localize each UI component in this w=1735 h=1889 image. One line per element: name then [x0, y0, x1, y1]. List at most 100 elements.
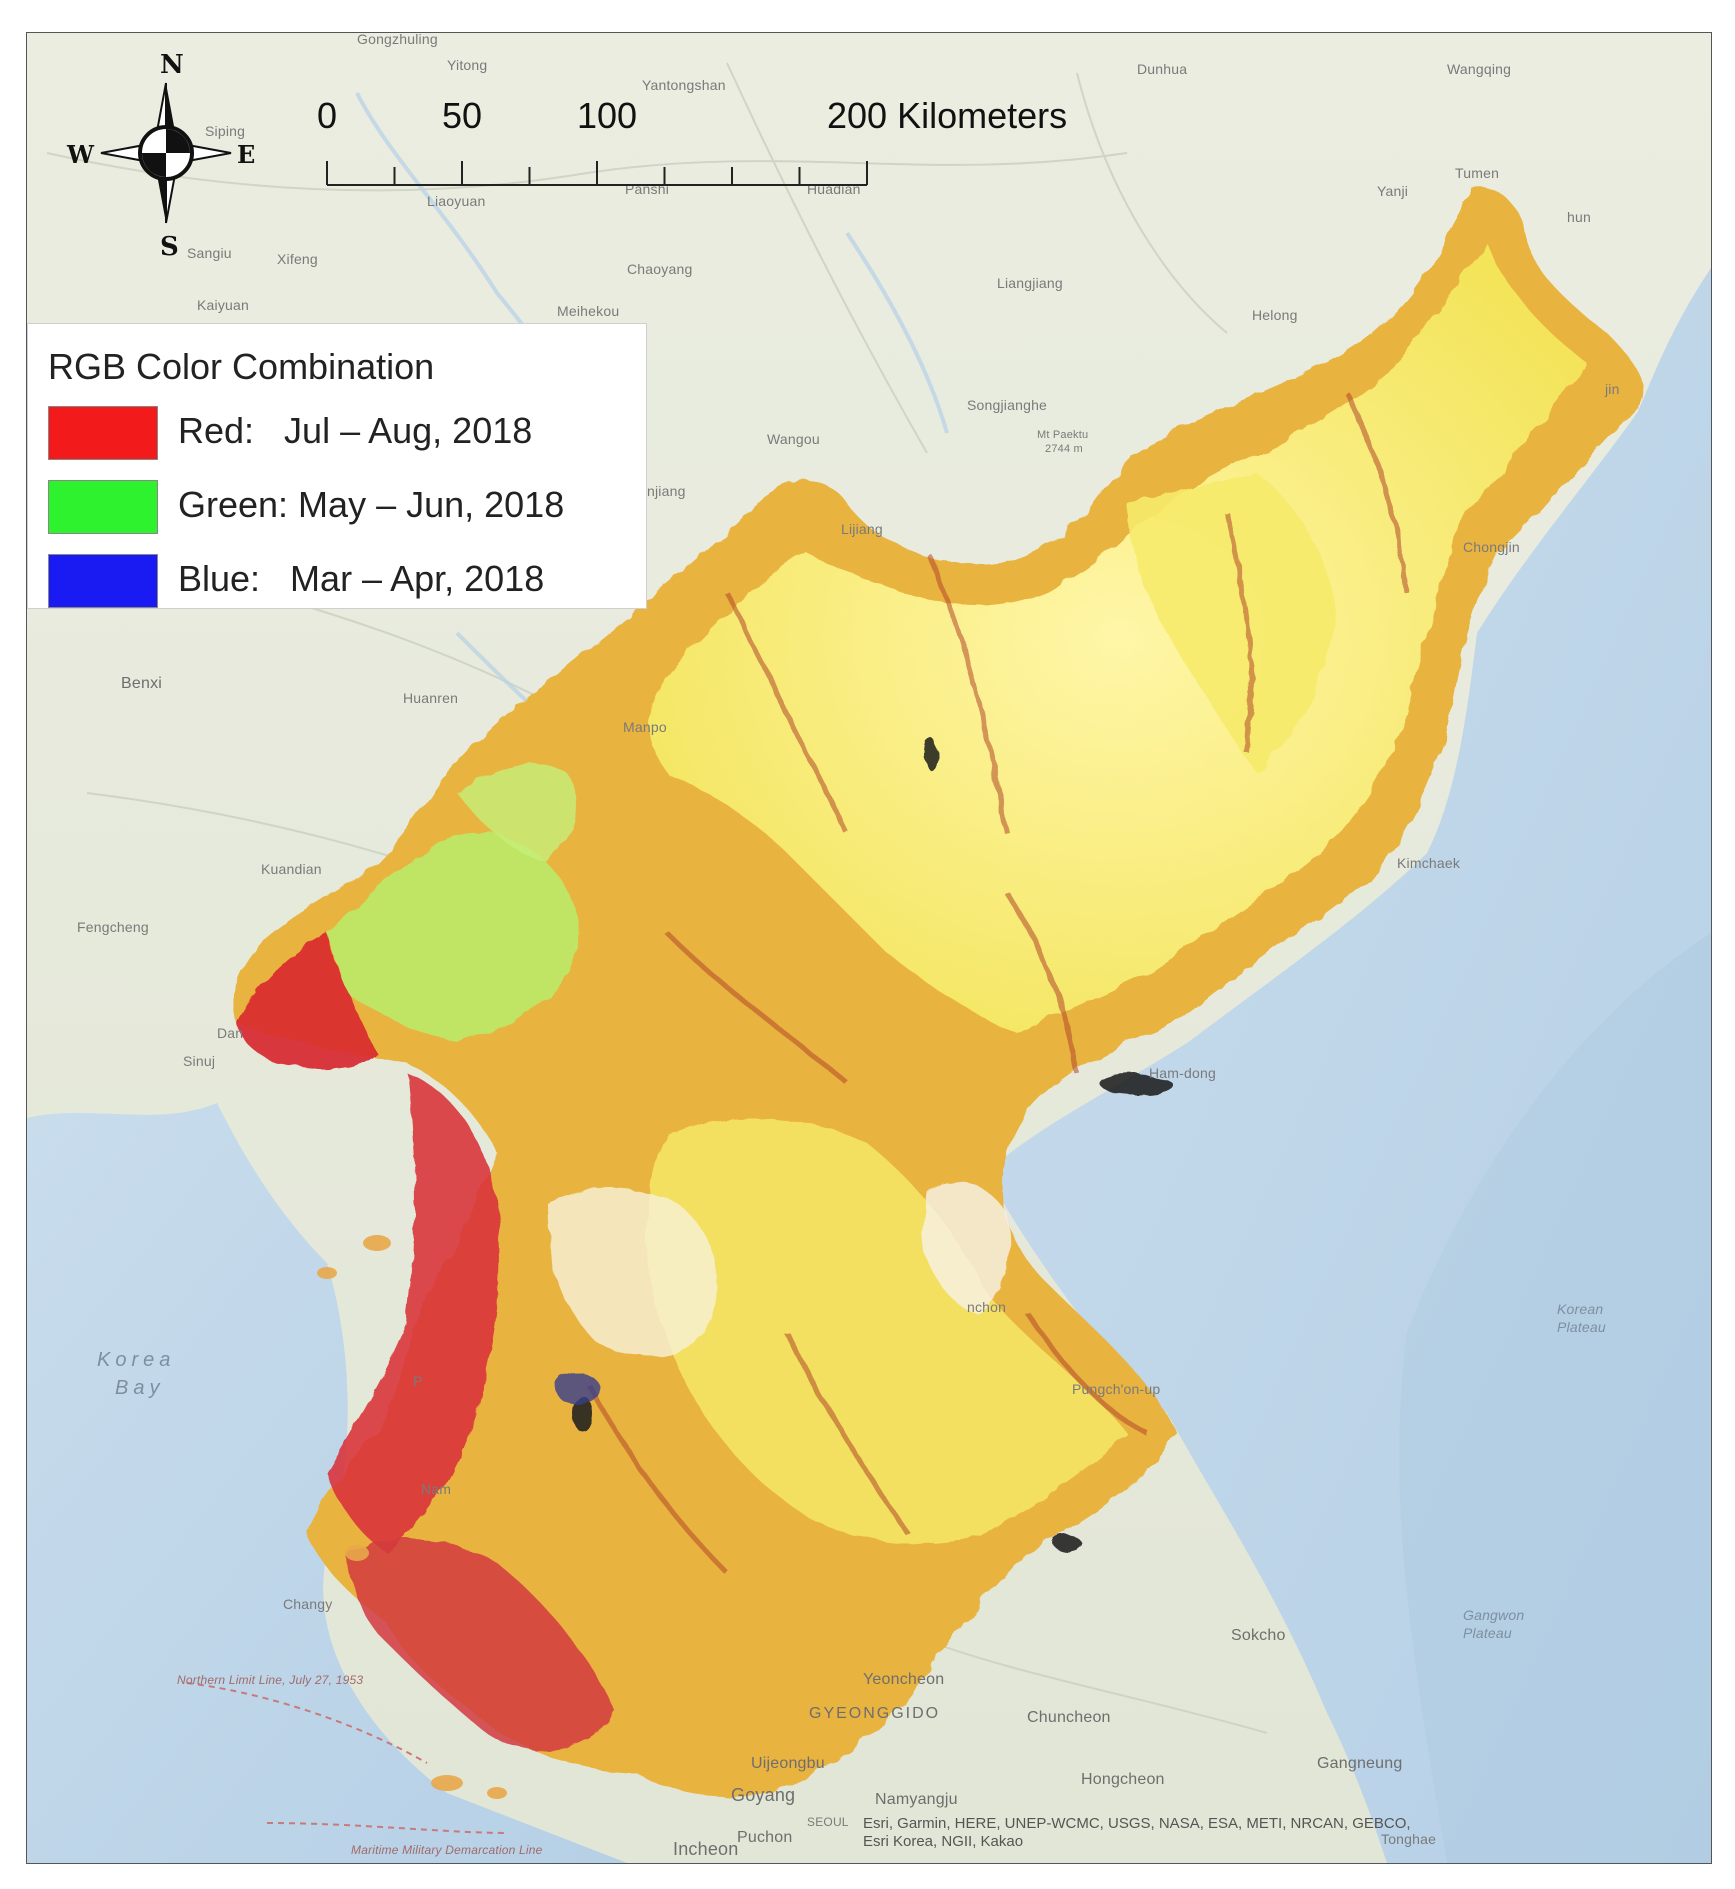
nk-ridges [584, 391, 1410, 1575]
nk-pale-central [547, 1188, 717, 1357]
legend-swatch-green [48, 480, 158, 534]
nk-green-patch [327, 832, 578, 1043]
place-sokcho: Sokcho [1231, 1627, 1286, 1644]
place-gongzhuling: Gongzhuling [357, 32, 438, 47]
place-yeoncheon: Yeoncheon [863, 1671, 945, 1688]
pyongyang-blue-urban [555, 1372, 599, 1404]
place-manpo: Manpo [623, 719, 667, 735]
islands [317, 1235, 507, 1799]
map-frame[interactable]: Gongzhuling Yitong Yantongshan Dunhua Wa… [26, 32, 1712, 1864]
place-sinuiju: Sinuj [183, 1053, 216, 1069]
compass-e: E [237, 140, 255, 169]
place-fengcheng: Fengcheng [77, 919, 149, 935]
compass-s: S [160, 232, 179, 262]
place-pyongyang: P [413, 1373, 423, 1389]
place-bucheon: Puchon [737, 1829, 793, 1846]
place-helong: Helong [1252, 307, 1298, 323]
place-panshi: Panshi [625, 181, 670, 197]
place-chaoyang: Chaoyang [627, 261, 693, 277]
place-jin: jin [1605, 381, 1620, 397]
place-siping: Siping [205, 123, 246, 139]
place-wangou: Wangou [767, 431, 820, 447]
place-tumen: Tumen [1455, 165, 1500, 181]
place-korean-plateau-line1: Korean [1557, 1301, 1604, 1317]
place-mtpaektu: Mt Paektu [1037, 429, 1089, 441]
west-sea [27, 1103, 627, 1863]
place-nampo: Nam [421, 1481, 452, 1497]
legend-item-green: Green: May – Jun, 2018 [48, 480, 638, 536]
place-yitong: Yitong [447, 57, 488, 73]
place-songjianghe: Songjianghe [967, 397, 1048, 413]
map-canvas[interactable] [27, 33, 1711, 1863]
map-attribution: Esri, Garmin, HERE, UNEP-WCMC, USGS, NAS… [863, 1815, 1411, 1851]
nk-yellow-north [649, 243, 1587, 1033]
place-yanji: Yanji [1377, 183, 1409, 199]
label-mdl: Maritime Military Demarcation Line [351, 1843, 543, 1857]
place-wangqing: Wangqing [1447, 61, 1512, 77]
place-chongjin: Chongjin [1463, 539, 1520, 555]
place-changyon: Changy [283, 1596, 333, 1612]
place-hun: hun [1567, 209, 1591, 225]
legend-swatch-red [48, 406, 158, 460]
nk-yellow-south [647, 1119, 1127, 1544]
legend-title: RGB Color Combination [48, 346, 435, 387]
legend-item-blue: Blue: Mar – Apr, 2018 [48, 554, 638, 610]
place-pungchon: Pungch'on-up [1072, 1381, 1161, 1397]
place-mtpaektu-elev: 2744 m [1045, 443, 1083, 455]
place-liangjiang: Liangjiang [997, 275, 1063, 291]
place-kaiyuan: Kaiyuan [197, 297, 249, 313]
east-sea-shelf [1399, 933, 1711, 1863]
place-liaoyuan: Liaoyuan [427, 193, 486, 209]
place-korea-bay-line1: Korea [97, 1349, 176, 1371]
nk-yellow-east [1127, 473, 1337, 773]
label-northern-limit-line: Northern Limit Line, July 27, 1953 [177, 1673, 364, 1687]
compass-rose-icon: N S W E [66, 50, 255, 262]
place-yantongshan: Yantongshan [642, 77, 726, 93]
place-korean-plateau-line2: Plateau [1557, 1319, 1606, 1335]
compass-n: N [160, 50, 184, 80]
place-kuandian: Kuandian [261, 861, 322, 877]
place-gangneung: Gangneung [1317, 1755, 1403, 1772]
place-tonghae: Tonghae [1381, 1831, 1437, 1847]
place-goyang: Goyang [731, 1785, 796, 1805]
legend-swatch-blue [48, 554, 158, 608]
legend-label-blue: Blue: Mar – Apr, 2018 [178, 558, 545, 599]
north-arrow: N S W E [61, 43, 271, 263]
attribution-line-1: Esri, Garmin, HERE, UNEP-WCMC, USGS, NAS… [863, 1815, 1411, 1832]
place-benxi: Benxi [121, 675, 163, 692]
place-lijiang: Lijiang [841, 521, 883, 537]
attribution-line-2: Esri Korea, NGII, Kakao [863, 1833, 1024, 1850]
place-chuncheon: Chuncheon [1027, 1709, 1111, 1726]
place-kimchaek: Kimchaek [1397, 855, 1461, 871]
legend-label-red: Red: Jul – Aug, 2018 [178, 410, 533, 451]
place-xifeng: Xifeng [277, 251, 318, 267]
place-gangwon-line1: Gangwon [1463, 1607, 1525, 1623]
east-sea [987, 268, 1711, 1863]
place-sanghu: Sangiu [187, 245, 232, 261]
place-hongcheon: Hongcheon [1081, 1771, 1165, 1788]
background-lines [46, 62, 1268, 1734]
place-uijeongbu: Uijeongbu [751, 1755, 825, 1772]
legend-item-red: Red: Jul – Aug, 2018 [48, 406, 638, 462]
place-meihekou: Meihekou [557, 303, 620, 319]
nk-green-patch-2 [457, 762, 578, 863]
place-incheon: Incheon [673, 1839, 739, 1859]
nk-red-southwest [327, 1073, 501, 1553]
place-huanren: Huanren [403, 690, 459, 706]
nk-pale-east [922, 1182, 1011, 1313]
place-korea-bay-line2: Bay [115, 1377, 165, 1399]
legend: RGB Color Combination Red: Jul – Aug, 20… [27, 323, 647, 609]
legend-label-green: Green: May – Jun, 2018 [178, 484, 565, 525]
place-hamhung: Ham-dong [1149, 1065, 1216, 1081]
place-dunhua: Dunhua [1137, 61, 1188, 77]
place-huadian: Huadian [807, 181, 861, 197]
place-hungnam: nchon [967, 1299, 1007, 1315]
place-seoul: SEOUL [807, 1815, 849, 1829]
place-dandong: Dan [217, 1025, 244, 1041]
place-gangwon-line2: Plateau [1463, 1625, 1512, 1641]
north-korea-raster [233, 187, 1644, 1797]
northern-limit-line [186, 1682, 428, 1764]
place-gyeonggido: GYEONGGIDO [809, 1705, 941, 1722]
compass-w: W [66, 140, 95, 169]
nk-red-south [347, 1539, 617, 1751]
